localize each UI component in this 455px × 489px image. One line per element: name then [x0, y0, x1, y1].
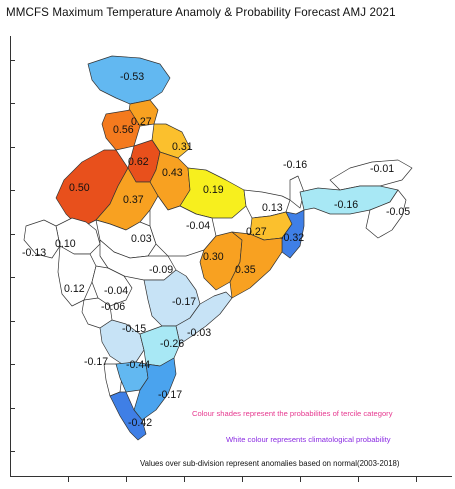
y-axis-tick	[10, 451, 15, 452]
region-gangetic-west-bengal	[281, 209, 305, 259]
anomaly-label-north-interior-karnataka: -0.15	[122, 323, 146, 335]
anomaly-label-coastal-karnataka: -0.17	[84, 356, 108, 368]
map-title: MMCFS Maximum Temperature Anamoly & Prob…	[6, 6, 396, 19]
y-axis-tick	[10, 60, 15, 61]
y-axis-tick	[10, 103, 15, 104]
anomaly-label-south-interior-karnataka: -0.44	[126, 359, 150, 371]
region-coastal-andhra-pradesh	[175, 291, 233, 345]
x-axis-tick	[358, 476, 359, 482]
anomaly-label-himachal-pradesh: 0.27	[131, 116, 152, 128]
anomaly-label-east-rajasthan: 0.37	[123, 194, 144, 206]
values-basis-note: Values over sub-division represent anoma…	[140, 459, 400, 468]
anomaly-label-punjab: 0.56	[113, 124, 134, 136]
anomaly-label-madhya-maharashtra: -0.04	[104, 285, 128, 297]
anomaly-label-west-vidarbha: -0.09	[149, 264, 173, 276]
anomaly-label-kerala: -0.42	[128, 417, 152, 429]
anomaly-label-assam-meghalaya: -0.16	[334, 199, 358, 211]
anomaly-label-telangana: -0.17	[172, 296, 196, 308]
y-axis-tick	[10, 364, 15, 365]
x-axis-tick	[184, 476, 185, 482]
region-saurashtra-kutch	[23, 219, 61, 259]
y-axis-tick	[10, 234, 15, 235]
anomaly-label-sub-himalayan-west-bengal: -0.16	[283, 159, 307, 171]
x-axis-tick	[416, 476, 417, 482]
region-madhya-maharashtra	[91, 265, 133, 307]
y-axis-tick	[10, 408, 15, 409]
region-punjab	[101, 109, 141, 151]
region-kerala	[109, 391, 147, 441]
colour-shades-note: Colour shades represent the probabilitie…	[192, 409, 393, 418]
region-east-uttar-pradesh	[179, 167, 247, 219]
anomaly-label-west-madhya-pradesh: 0.03	[131, 233, 152, 245]
anomaly-label-east-uttar-pradesh: 0.19	[203, 184, 224, 196]
white-colour-note: White colour represents climatological p…	[226, 435, 391, 444]
map-frame	[10, 36, 452, 477]
anomaly-label-coastal-andhra-pradesh: -0.03	[187, 327, 211, 339]
y-axis-tick	[10, 190, 15, 191]
region-nmmt	[365, 189, 407, 239]
anomaly-label-tamil-nadu: -0.17	[158, 389, 182, 401]
anomaly-label-nmmt: -0.05	[386, 206, 410, 218]
anomaly-label-saurashtra-kutch: -0.13	[22, 247, 46, 259]
region-east-rajasthan	[95, 167, 159, 231]
anomaly-label-jammu-kashmir: -0.53	[120, 71, 144, 83]
x-axis-tick	[242, 476, 243, 482]
region-jammu-kashmir	[87, 55, 171, 105]
anomaly-label-jharkhand: 0.27	[246, 226, 267, 238]
anomaly-label-haryana: 0.62	[128, 156, 149, 168]
y-axis-tick	[10, 147, 15, 148]
region-tamil-nadu	[133, 357, 177, 421]
region-north-interior-karnataka	[99, 319, 145, 365]
anomaly-label-west-uttar-pradesh: 0.43	[162, 167, 183, 179]
anomaly-label-gujarat-region: 0.10	[55, 238, 76, 250]
y-axis-tick	[10, 277, 15, 278]
anomaly-label-rayalaseema: -0.26	[160, 338, 184, 350]
anomaly-label-marathwada: -0.06	[101, 301, 125, 313]
anomaly-label-uttarakhand: 0.31	[172, 141, 193, 153]
anomaly-label-odisha: 0.35	[235, 264, 256, 276]
anomaly-label-bihar: 0.13	[262, 202, 283, 214]
x-axis-tick	[300, 476, 301, 482]
anomaly-label-arunachal-pradesh: -0.01	[370, 163, 394, 175]
x-axis-tick	[68, 476, 69, 482]
anomaly-label-chhattisgarh: 0.30	[203, 251, 224, 263]
x-axis-tick	[126, 476, 127, 482]
anomaly-label-west-rajasthan: 0.50	[69, 182, 90, 194]
region-odisha	[229, 231, 283, 299]
region-konkan-goa-north	[57, 245, 97, 307]
anomaly-label-gangetic-west-bengal: -0.32	[280, 232, 304, 244]
y-axis-tick	[10, 321, 15, 322]
anomaly-label-east-madhya-pradesh: -0.04	[186, 220, 210, 232]
anomaly-label-konkan-goa-north: 0.12	[64, 283, 85, 295]
